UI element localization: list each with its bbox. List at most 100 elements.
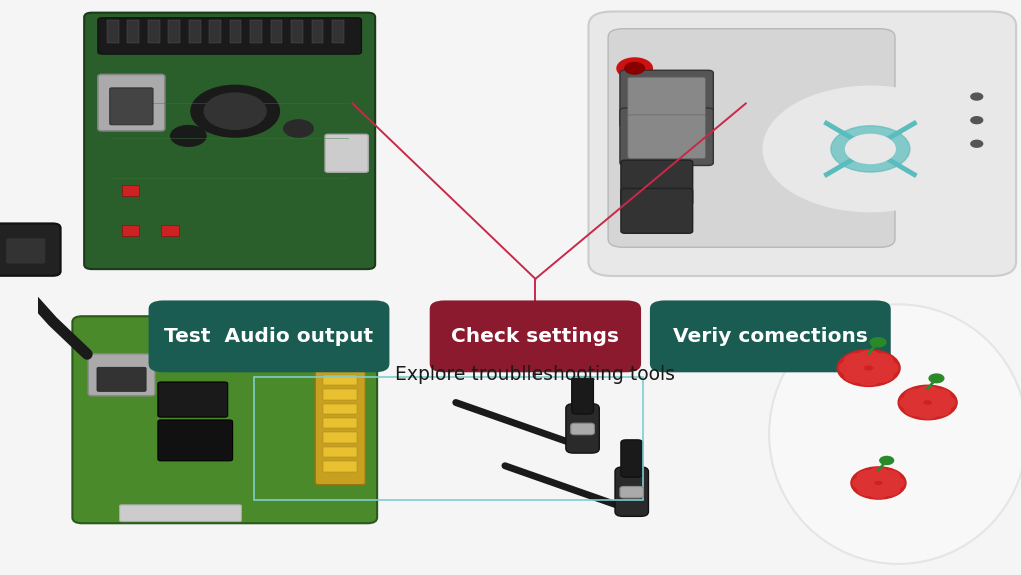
Circle shape — [905, 402, 927, 416]
FancyBboxPatch shape — [325, 135, 369, 172]
Circle shape — [837, 350, 901, 386]
FancyBboxPatch shape — [98, 74, 164, 131]
FancyBboxPatch shape — [5, 237, 46, 264]
FancyBboxPatch shape — [209, 20, 221, 43]
Circle shape — [763, 86, 978, 212]
FancyBboxPatch shape — [158, 420, 233, 461]
Circle shape — [874, 361, 897, 375]
Circle shape — [844, 354, 868, 368]
Circle shape — [831, 126, 910, 172]
FancyBboxPatch shape — [250, 20, 262, 43]
FancyBboxPatch shape — [271, 20, 283, 43]
FancyBboxPatch shape — [315, 332, 366, 485]
FancyBboxPatch shape — [620, 70, 714, 128]
Circle shape — [204, 93, 266, 129]
Circle shape — [625, 63, 644, 74]
Circle shape — [661, 74, 674, 82]
FancyBboxPatch shape — [620, 108, 714, 166]
Circle shape — [880, 457, 893, 465]
FancyBboxPatch shape — [323, 432, 357, 443]
FancyBboxPatch shape — [620, 486, 643, 498]
FancyBboxPatch shape — [291, 20, 303, 43]
FancyBboxPatch shape — [609, 29, 895, 247]
FancyBboxPatch shape — [0, 224, 60, 276]
FancyBboxPatch shape — [571, 423, 594, 435]
Circle shape — [857, 351, 880, 365]
FancyBboxPatch shape — [72, 316, 377, 523]
Circle shape — [191, 85, 280, 137]
FancyBboxPatch shape — [109, 88, 153, 125]
Circle shape — [869, 368, 892, 382]
FancyBboxPatch shape — [332, 20, 344, 43]
Circle shape — [971, 93, 982, 100]
Circle shape — [971, 117, 982, 124]
FancyBboxPatch shape — [107, 20, 118, 43]
Circle shape — [932, 396, 955, 409]
Circle shape — [284, 120, 313, 137]
Circle shape — [929, 374, 943, 383]
FancyBboxPatch shape — [148, 20, 159, 43]
FancyBboxPatch shape — [628, 115, 706, 159]
Circle shape — [917, 405, 939, 419]
Circle shape — [971, 140, 982, 147]
FancyBboxPatch shape — [121, 185, 139, 196]
FancyBboxPatch shape — [128, 20, 139, 43]
FancyBboxPatch shape — [230, 20, 241, 43]
FancyBboxPatch shape — [323, 361, 357, 371]
FancyBboxPatch shape — [168, 20, 180, 43]
FancyBboxPatch shape — [311, 20, 324, 43]
Circle shape — [868, 486, 889, 498]
Circle shape — [171, 125, 206, 146]
FancyBboxPatch shape — [615, 467, 648, 516]
Circle shape — [858, 470, 878, 483]
Circle shape — [857, 371, 880, 385]
FancyBboxPatch shape — [621, 189, 692, 233]
FancyBboxPatch shape — [323, 418, 357, 428]
FancyBboxPatch shape — [572, 377, 593, 414]
Circle shape — [905, 389, 927, 402]
FancyBboxPatch shape — [628, 77, 706, 121]
FancyBboxPatch shape — [121, 225, 139, 236]
FancyBboxPatch shape — [88, 354, 155, 396]
Text: Check settings: Check settings — [451, 327, 620, 346]
FancyBboxPatch shape — [119, 505, 241, 522]
Circle shape — [868, 468, 889, 480]
FancyBboxPatch shape — [323, 447, 357, 457]
Circle shape — [839, 361, 864, 375]
FancyBboxPatch shape — [430, 300, 641, 373]
FancyBboxPatch shape — [566, 404, 599, 453]
FancyBboxPatch shape — [161, 225, 179, 236]
Circle shape — [870, 338, 886, 347]
FancyBboxPatch shape — [189, 20, 200, 43]
Circle shape — [845, 135, 895, 163]
Circle shape — [853, 477, 874, 489]
FancyBboxPatch shape — [650, 300, 890, 373]
FancyBboxPatch shape — [98, 18, 361, 54]
Circle shape — [928, 402, 951, 416]
Circle shape — [617, 58, 652, 79]
Circle shape — [901, 396, 923, 409]
FancyBboxPatch shape — [621, 440, 642, 477]
FancyBboxPatch shape — [97, 367, 146, 392]
Circle shape — [898, 385, 957, 420]
FancyBboxPatch shape — [149, 300, 389, 373]
FancyBboxPatch shape — [621, 160, 692, 205]
Circle shape — [928, 389, 951, 402]
FancyBboxPatch shape — [323, 461, 357, 472]
Circle shape — [850, 467, 906, 499]
Circle shape — [879, 470, 900, 483]
FancyBboxPatch shape — [84, 13, 375, 269]
FancyBboxPatch shape — [323, 375, 357, 385]
Circle shape — [917, 386, 939, 400]
Text: Veriy comections: Veriy comections — [673, 327, 868, 346]
Circle shape — [883, 477, 904, 489]
Text: Explore troublleshooting tools: Explore troublleshooting tools — [395, 365, 675, 385]
FancyBboxPatch shape — [158, 382, 228, 417]
Circle shape — [869, 354, 892, 368]
FancyBboxPatch shape — [588, 12, 1016, 276]
Circle shape — [844, 368, 868, 382]
Circle shape — [879, 483, 900, 496]
Circle shape — [858, 483, 878, 496]
Ellipse shape — [769, 304, 1021, 564]
FancyBboxPatch shape — [323, 389, 357, 400]
